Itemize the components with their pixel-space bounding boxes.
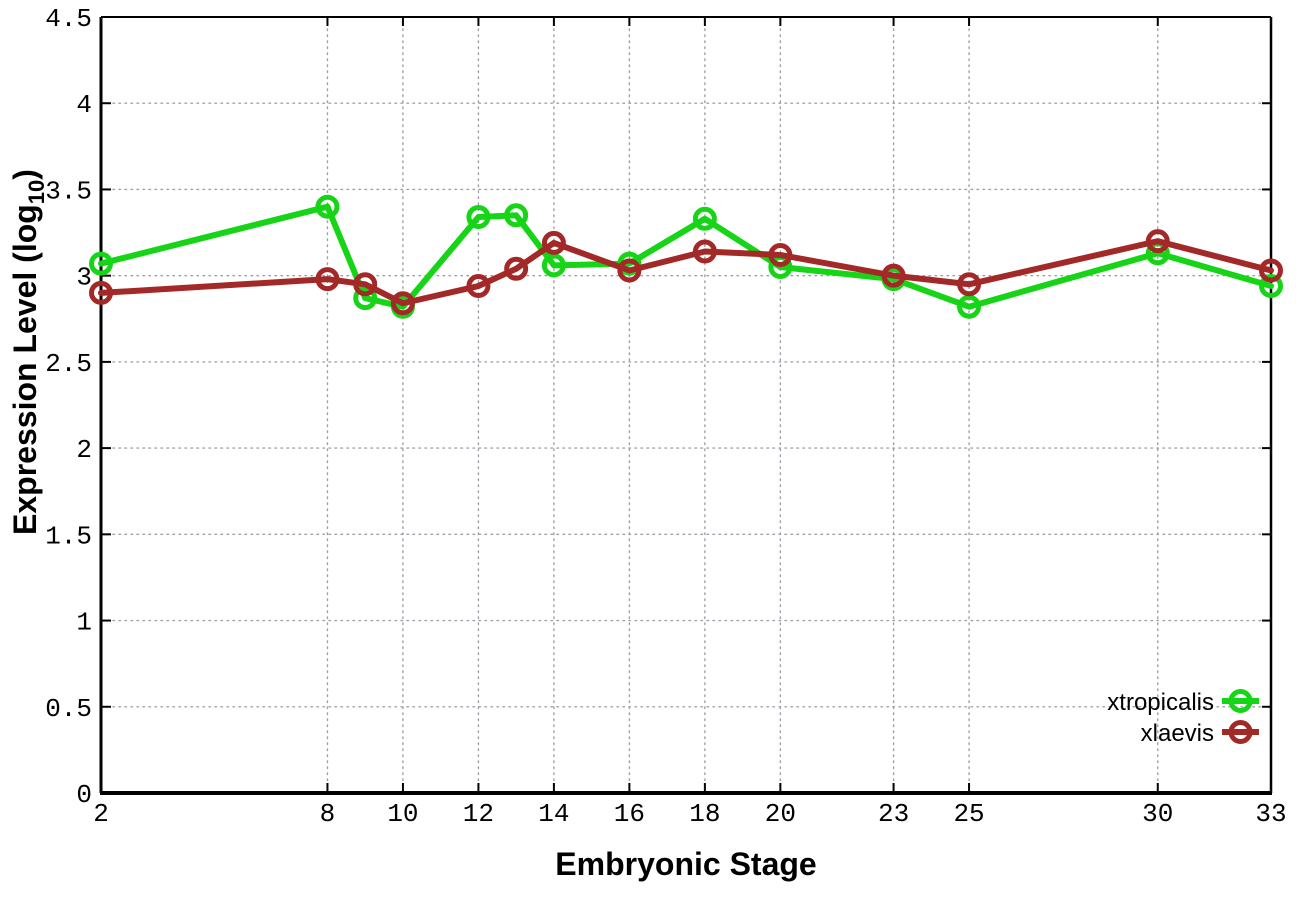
series-xtropicalis-line (98, 203, 1274, 310)
data-point-xtropicalis-stage-14 (541, 253, 566, 278)
x-tick-label-18: 18 (689, 799, 720, 829)
data-point-xlaevis-stage-23 (881, 263, 906, 288)
legend-entry-xlaevis: xlaevis (1141, 720, 1259, 747)
x-tick-label-30: 30 (1142, 799, 1173, 829)
y-tick-label-4: 4 (76, 90, 92, 120)
x-tick-label-25: 25 (953, 799, 984, 829)
y-tick-label-1: 1 (76, 608, 92, 638)
tick-marks (100, 16, 1272, 794)
data-point-xlaevis-stage-20 (768, 242, 793, 267)
data-point-xlaevis-stage-30 (1145, 229, 1170, 254)
x-tick-label-16: 16 (614, 799, 645, 829)
data-point-xlaevis-stage-13 (504, 256, 529, 281)
x-tick-label-33: 33 (1255, 799, 1286, 829)
data-point-xlaevis-stage-8 (315, 267, 340, 292)
series-xlaevis (89, 229, 1283, 316)
legend: xtropicalis xlaevis (1107, 689, 1259, 747)
legend-marker-xlaevis (1228, 720, 1253, 744)
plot-border (99, 16, 1273, 795)
y-tick-label-1.5: 1.5 (45, 521, 92, 551)
data-point-xtropicalis-stage-25 (957, 294, 982, 319)
x-tick-label-20: 20 (765, 799, 796, 829)
x-tick-labels: 2 8 10 12 14 16 18 20 23 25 30 33 (93, 799, 1286, 829)
data-point-xtropicalis-stage-12 (466, 205, 491, 230)
data-point-xtropicalis-stage-2 (89, 251, 113, 276)
y-tick-label-3: 3 (76, 263, 92, 293)
data-point-xtropicalis-stage-33 (1259, 274, 1283, 299)
data-point-xtropicalis-stage-18 (692, 206, 717, 231)
data-point-xtropicalis-stage-8 (315, 194, 340, 219)
legend-entry-xtropicalis: xtropicalis (1107, 689, 1259, 716)
y-tick-labels: 0 0.5 1 1.5 2 2.5 3 3.5 4 4.5 (45, 4, 92, 810)
x-tick-label-2: 2 (93, 799, 109, 829)
x-tick-label-12: 12 (463, 799, 494, 829)
data-point-xtropicalis-stage-9 (353, 286, 378, 311)
x-tick-label-10: 10 (387, 799, 418, 829)
data-point-xlaevis-stage-9 (353, 272, 378, 297)
y-tick-label-4.5: 4.5 (45, 4, 92, 34)
data-point-xlaevis-stage-2 (89, 280, 113, 305)
data-point-xlaevis-stage-14 (541, 230, 566, 255)
x-tick-label-14: 14 (538, 799, 569, 829)
legend-label-xtropicalis: xtropicalis (1107, 689, 1214, 716)
x-axis-title: Embryonic Stage (555, 846, 816, 882)
data-point-xlaevis-stage-33 (1259, 258, 1283, 283)
y-tick-label-0.5: 0.5 (45, 694, 92, 724)
data-point-xlaevis-stage-16 (617, 258, 642, 283)
data-point-xlaevis-stage-10 (390, 291, 415, 316)
data-point-xtropicalis-stage-13 (504, 203, 529, 228)
y-tick-label-0: 0 (76, 780, 92, 810)
y-tick-label-3.5: 3.5 (45, 176, 92, 206)
data-point-xlaevis-stage-18 (692, 239, 717, 264)
y-tick-label-2: 2 (76, 435, 92, 465)
data-point-xlaevis-stage-12 (466, 274, 491, 299)
data-point-xlaevis-stage-25 (957, 272, 982, 297)
x-tick-label-23: 23 (878, 799, 909, 829)
legend-label-xlaevis: xlaevis (1141, 720, 1214, 747)
y-axis-title: Expression Level (log10) (7, 169, 49, 535)
x-tick-label-8: 8 (320, 799, 336, 829)
y-tick-label-2.5: 2.5 (45, 349, 92, 379)
legend-marker-xtropicalis (1228, 689, 1253, 713)
